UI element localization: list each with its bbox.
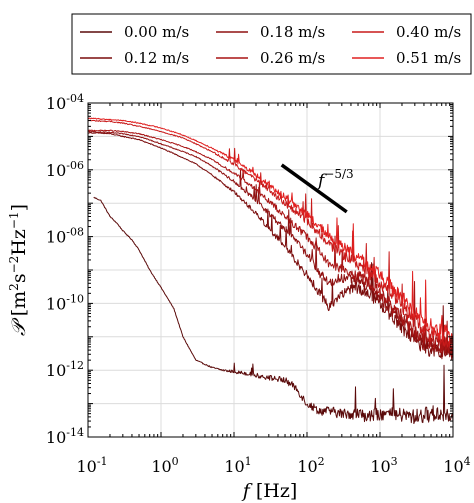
y-tick-label: 10-06	[46, 159, 84, 180]
x-tick-label: 104	[443, 455, 470, 476]
series-line	[87, 117, 454, 344]
x-axis-label: f [Hz]	[241, 480, 298, 502]
y-tick-label: 10-04	[46, 92, 84, 113]
x-tick-label: 100	[151, 455, 178, 476]
series-line	[87, 130, 454, 357]
legend-entry: 0.00 m/s	[124, 23, 189, 41]
series-layer	[87, 117, 454, 425]
legend-entry: 0.40 m/s	[396, 23, 461, 41]
legend: 0.00 m/s 0.12 m/s 0.18 m/s 0.26 m/s 0.40 m/s…	[71, 13, 472, 75]
series-line	[93, 196, 454, 425]
y-tick-label: 10-12	[46, 359, 84, 380]
plot-area	[87, 102, 454, 438]
x-tick-label: 102	[297, 455, 324, 476]
slope-reference-line	[280, 163, 348, 214]
x-tick-label: 103	[370, 455, 397, 476]
legend-entry: 0.51 m/s	[396, 49, 461, 67]
series-line	[87, 119, 454, 348]
legend-entry: 0.12 m/s	[124, 49, 189, 67]
axes-layer: 10-1 100 101 102 103 104 10-14 10-12 10-10 10-08 1…	[7, 92, 471, 502]
annotation-layer: f−5/3	[280, 163, 354, 214]
y-axis-label: 𝒫 [m2s−2Hz−1]	[7, 204, 30, 336]
x-tick-label: 10-1	[76, 455, 107, 476]
y-tick-label: 10-14	[46, 426, 84, 447]
legend-entry: 0.26 m/s	[260, 49, 325, 67]
y-tick-label: 10-08	[46, 226, 84, 247]
slope-label: f−5/3	[316, 167, 354, 191]
legend-box	[71, 13, 472, 75]
y-tick-label: 10-10	[46, 292, 84, 313]
legend-entry: 0.18 m/s	[260, 23, 325, 41]
x-tick-label: 101	[224, 455, 251, 476]
series-line	[87, 129, 454, 354]
